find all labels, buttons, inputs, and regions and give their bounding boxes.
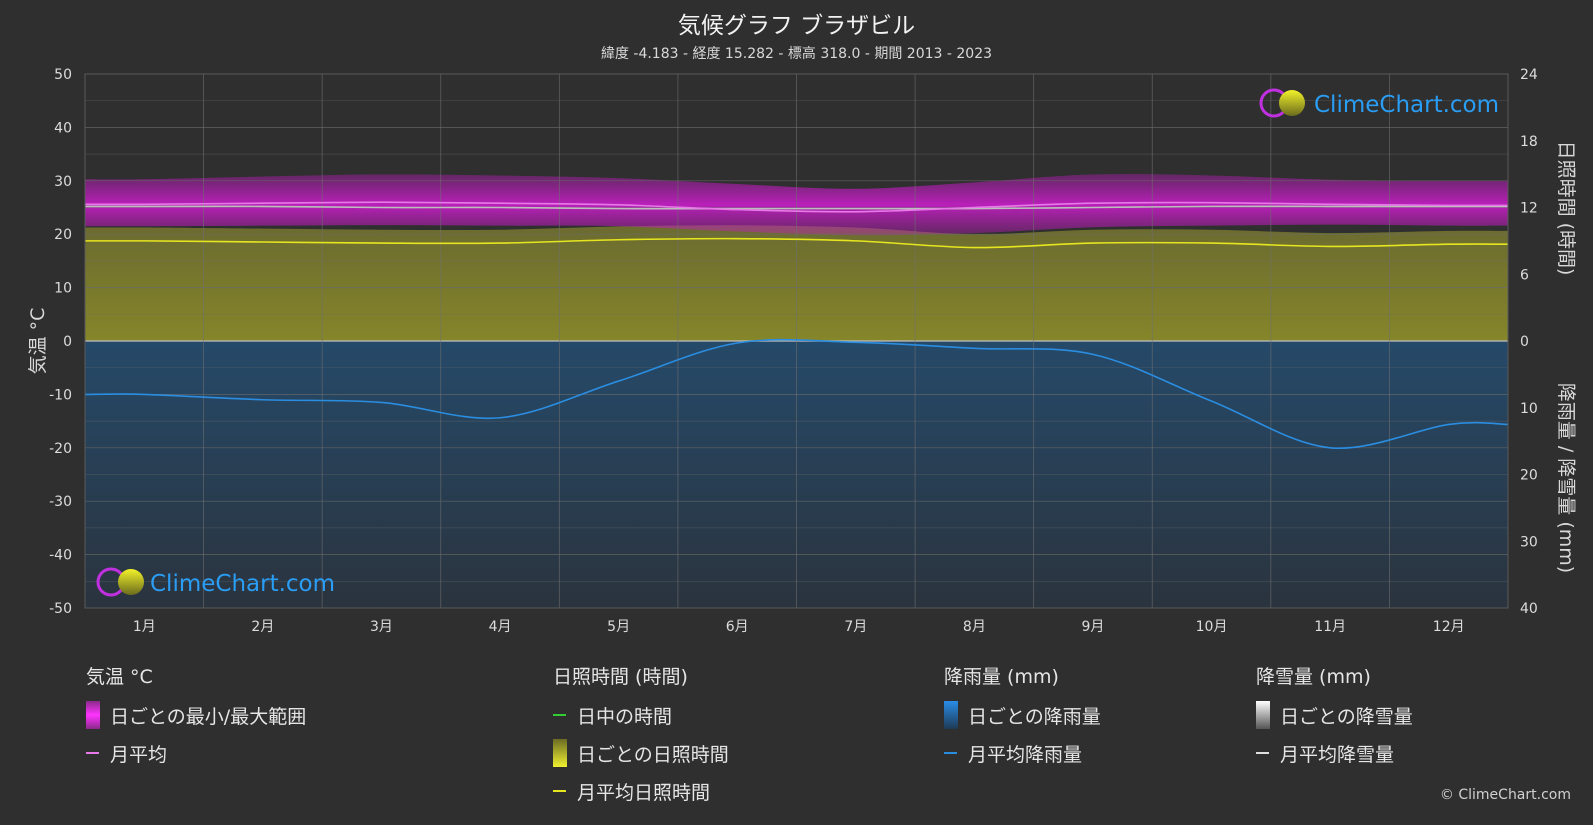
legend-title-snow: 降雪量 (mm) (1256, 666, 1371, 688)
legend-item-snow-daily: 日ごとの降雪量 (1256, 701, 1413, 729)
left-tick-label: 40 (54, 120, 72, 136)
watermark-bottom: ClimeChart.com (96, 567, 335, 597)
month-label: 7月 (844, 619, 867, 635)
right-bottom-tick-label: 40 (1520, 601, 1538, 617)
month-label: 6月 (726, 619, 749, 635)
legend-item-rain-daily: 日ごとの降雨量 (944, 701, 1101, 729)
month-label: 5月 (607, 619, 630, 635)
daylight-line (85, 205, 1508, 210)
left-tick-label: -20 (49, 441, 72, 457)
legend-label: 月平均降雨量 (968, 743, 1083, 766)
legend-label: 月平均降雪量 (1280, 743, 1395, 766)
legend-item-sunshine-daily: 日ごとの日照時間 (553, 739, 729, 767)
right-bottom-tick-label: 20 (1520, 468, 1538, 484)
left-tick-label: 20 (54, 227, 72, 243)
left-tick-label: -30 (49, 494, 72, 510)
left-tick-label: 10 (54, 281, 72, 297)
legend-temperature: 気温 °C 日ごとの最小/最大範囲 月平均 (86, 662, 306, 779)
legend-snow: 降雪量 (mm) 日ごとの降雪量 月平均降雪量 (1256, 662, 1413, 779)
grid-lines (84, 73, 1509, 609)
left-tick-label: 0 (63, 334, 72, 350)
left-tick-label: 30 (54, 174, 72, 190)
legend-title-rain: 降雨量 (mm) (944, 666, 1059, 688)
right-bottom-axis-label: 降雨量 / 降雪量 (mm) (1555, 383, 1577, 573)
month-label: 11月 (1314, 619, 1346, 635)
legend-item-temp-mean: 月平均 (86, 741, 306, 766)
watermark-top: ClimeChart.com (1259, 88, 1499, 118)
rain-mean-swatch (944, 752, 957, 754)
daylight-swatch (553, 714, 566, 716)
plot-frame (84, 73, 1509, 609)
legend-sunshine: 日照時間 (時間) 日中の時間 日ごとの日照時間 月平均日照時間 (553, 662, 729, 817)
left-axis-ticks: 50 40 30 20 10 0 -10 -20 -30 -40 -50 (49, 67, 72, 617)
left-axis-label: 気温 °C (27, 308, 49, 375)
rain-swatch (944, 701, 958, 729)
left-tick-label: -50 (49, 601, 72, 617)
legend-label: 日ごとの日照時間 (577, 743, 729, 766)
right-top-tick-label: 24 (1520, 67, 1538, 83)
legend-item-rain-mean: 月平均降雨量 (944, 741, 1101, 766)
sunshine-mean-line (85, 237, 1508, 249)
month-label: 8月 (963, 619, 986, 635)
month-label: 3月 (370, 619, 393, 635)
snow-swatch (1256, 701, 1270, 729)
watermark-text: ClimeChart.com (150, 571, 335, 597)
snow-mean-swatch (1256, 752, 1269, 754)
temp-range-swatch (86, 701, 100, 729)
left-tick-label: -40 (49, 548, 72, 564)
logo-sun-icon (1279, 90, 1305, 116)
climate-chart: 50 40 30 20 10 0 -10 -20 -30 -40 -50 24 18 12 6 0 10 20… (27, 67, 1577, 635)
right-top-tick-label: 0 (1520, 334, 1529, 350)
sunshine-swatch (553, 739, 567, 767)
right-bottom-tick-label: 10 (1520, 401, 1538, 417)
x-axis-labels: 1月 2月 3月 4月 5月 6月 7月 8月 9月 10月 11月 12月 (133, 619, 1465, 635)
legend-label: 月平均 (110, 743, 168, 766)
legend-label: 月平均日照時間 (577, 781, 711, 804)
month-label: 2月 (251, 619, 274, 635)
legend-title-sunshine: 日照時間 (時間) (553, 666, 688, 688)
sunshine-mean-swatch (553, 790, 566, 792)
month-label: 4月 (489, 619, 512, 635)
rain-mean-line (85, 338, 1508, 450)
series-lines (85, 201, 1508, 450)
legend-title-temperature: 気温 °C (86, 666, 153, 688)
legend-item-snow-mean: 月平均降雪量 (1256, 741, 1413, 766)
right-top-axis-ticks: 24 18 12 6 0 (1520, 67, 1538, 350)
month-label: 12月 (1433, 619, 1465, 635)
right-bottom-axis-ticks: 10 20 30 40 (1520, 401, 1538, 617)
left-tick-label: -10 (49, 387, 72, 403)
month-label: 1月 (133, 619, 156, 635)
month-label: 10月 (1196, 619, 1228, 635)
left-tick-label: 50 (54, 67, 72, 83)
right-top-tick-label: 18 (1520, 134, 1538, 150)
copyright: © ClimeChart.com (1439, 787, 1571, 803)
temperature-mean-line (85, 201, 1508, 213)
watermark-text: ClimeChart.com (1314, 92, 1499, 118)
chart-title: 気候グラフ ブラザビル (677, 13, 916, 39)
legend-label: 日ごとの降雨量 (968, 705, 1101, 728)
right-top-tick-label: 12 (1520, 201, 1538, 217)
month-label: 9月 (1081, 619, 1104, 635)
legend-item-temp-range: 日ごとの最小/最大範囲 (86, 701, 307, 729)
legend-label: 日ごとの降雪量 (1280, 705, 1413, 728)
legend-rain: 降雨量 (mm) 日ごとの降雨量 月平均降雨量 (944, 662, 1101, 779)
right-top-axis-label: 日照時間 (時間) (1555, 141, 1577, 276)
legend-label: 日ごとの最小/最大範囲 (110, 705, 307, 728)
legend-item-daylight: 日中の時間 (553, 703, 729, 728)
right-bottom-tick-label: 30 (1520, 534, 1538, 550)
logo-sun-icon (118, 569, 144, 595)
legend-item-sunshine-mean: 月平均日照時間 (553, 779, 729, 804)
chart-subtitle: 緯度 -4.183 - 経度 15.282 - 標高 318.0 - 期間 20… (600, 46, 993, 62)
right-top-tick-label: 6 (1520, 267, 1529, 283)
legend-label: 日中の時間 (577, 705, 673, 728)
temp-mean-swatch (86, 752, 99, 754)
